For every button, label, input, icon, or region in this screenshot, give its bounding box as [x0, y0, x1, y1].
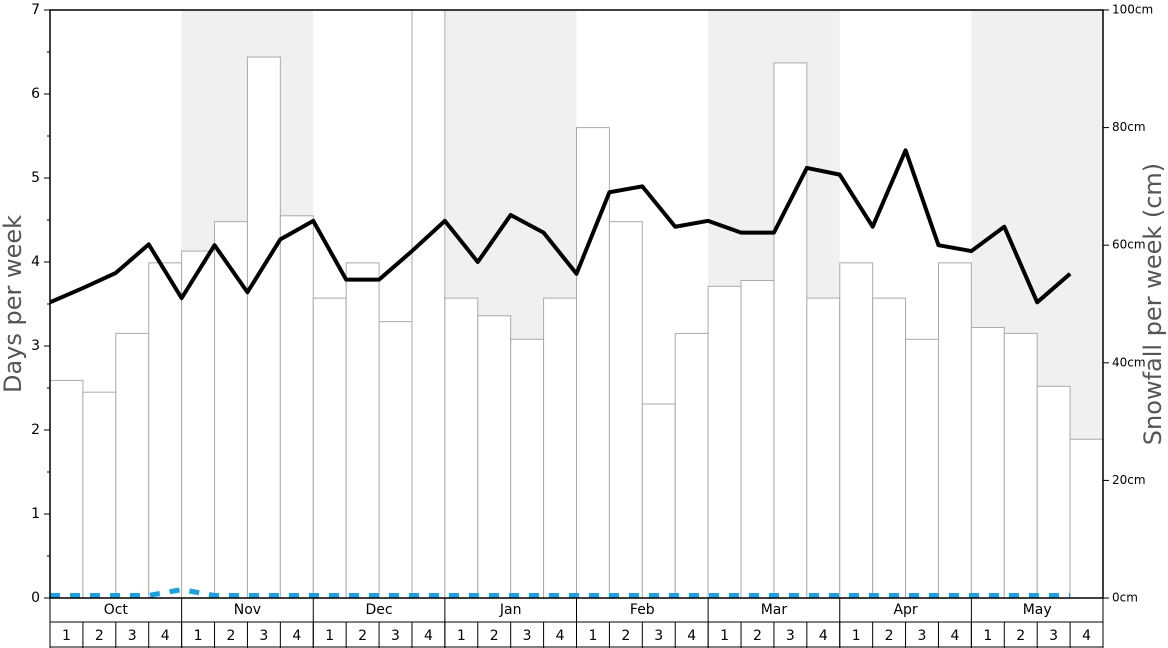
x-tick-label: 4 [556, 628, 565, 644]
bar [1003, 332, 1038, 599]
bar [937, 262, 972, 599]
x-tick-label: 4 [161, 628, 170, 644]
x-tick-label: 2 [621, 628, 630, 644]
x-tick-label: 2 [753, 628, 762, 644]
x-tick-label: 2 [885, 628, 894, 644]
line [49, 148, 1072, 305]
bar [905, 338, 939, 599]
x-tick-label: 1 [457, 628, 466, 644]
x-tick-label: 4 [292, 628, 301, 644]
bar [608, 221, 643, 599]
bar [214, 221, 248, 599]
y-tick-label: 4 [31, 254, 40, 270]
month-label: Apr [893, 602, 917, 618]
bar [82, 391, 117, 599]
x-tick-label: 4 [1082, 628, 1091, 644]
bar [1069, 438, 1104, 599]
bar [674, 332, 709, 599]
x-tick-label: 3 [391, 628, 400, 644]
x-tick-label: 3 [786, 628, 795, 644]
y-tick-label: 5 [31, 170, 40, 186]
x-tick-label: 1 [62, 628, 71, 644]
x-tick-label: 3 [1049, 628, 1058, 644]
y-tick-label: 3 [31, 338, 40, 354]
x-tick-label: 1 [983, 628, 992, 644]
x-tick-label: 2 [490, 628, 499, 644]
x-tick-label: 2 [1016, 628, 1025, 644]
x-tick-label: 1 [194, 628, 203, 644]
x-tick-label: 3 [918, 628, 927, 644]
bar [707, 285, 742, 599]
y-tick-label: 2 [31, 422, 40, 438]
x-tick-label: 1 [325, 628, 334, 644]
x-tick-label: 3 [523, 628, 532, 644]
bar [181, 250, 216, 599]
month-label: Jan [499, 602, 522, 618]
x-tick-label: 4 [950, 628, 959, 644]
bar [773, 62, 808, 599]
y2-tick-label: 40cm [1112, 355, 1146, 369]
bar [246, 56, 281, 599]
bar [1036, 385, 1071, 599]
month-label: Feb [630, 602, 655, 618]
y2-tick-label: 0cm [1112, 591, 1138, 605]
bar [411, 9, 446, 599]
y-axis-title: Days per week [0, 215, 27, 393]
bar [49, 379, 84, 599]
x-tick-label: 2 [227, 628, 236, 644]
x-tick-label: 3 [128, 628, 137, 644]
month-label: May [1023, 602, 1052, 618]
x-tick-label: 2 [358, 628, 367, 644]
x-tick-label: 1 [588, 628, 597, 644]
y2-tick-label: 80cm [1112, 120, 1146, 134]
bar [806, 297, 841, 599]
bar [641, 403, 676, 599]
x-tick-label: 4 [424, 628, 433, 644]
x-tick-label: 4 [819, 628, 828, 644]
bar [543, 297, 577, 599]
bar [444, 297, 479, 599]
y2-tick-label: 100cm [1112, 3, 1153, 17]
bar [872, 297, 907, 599]
bar [740, 279, 775, 599]
bar [378, 321, 413, 599]
bar [477, 315, 512, 599]
x-tick-label: 4 [687, 628, 696, 644]
month-label: Nov [234, 602, 261, 618]
month-label: Oct [104, 602, 129, 618]
bar [510, 338, 545, 599]
y-tick-label: 6 [31, 86, 40, 102]
y2-axis-title: Snowfall per week (cm) [1139, 163, 1167, 445]
bar [115, 332, 150, 599]
y-tick-label: 1 [31, 506, 40, 522]
y-tick-label: 0 [31, 590, 40, 606]
y2-tick-label: 20cm [1112, 473, 1146, 487]
month-label: Dec [366, 602, 393, 618]
x-tick-label: 3 [654, 628, 663, 644]
bar [312, 297, 347, 599]
x-tick-label: 2 [95, 628, 104, 644]
bar [576, 127, 610, 599]
bar [345, 262, 380, 599]
y-tick-label: 7 [31, 2, 40, 18]
bar [839, 262, 874, 599]
bar [279, 215, 314, 599]
y2-tick-label: 60cm [1112, 238, 1146, 252]
x-tick-label: 3 [259, 628, 268, 644]
x-tick-label: 1 [720, 628, 729, 644]
month-label: Mar [761, 602, 788, 618]
bar [970, 327, 1005, 599]
bar [148, 262, 183, 599]
x-tick-label: 1 [852, 628, 861, 644]
